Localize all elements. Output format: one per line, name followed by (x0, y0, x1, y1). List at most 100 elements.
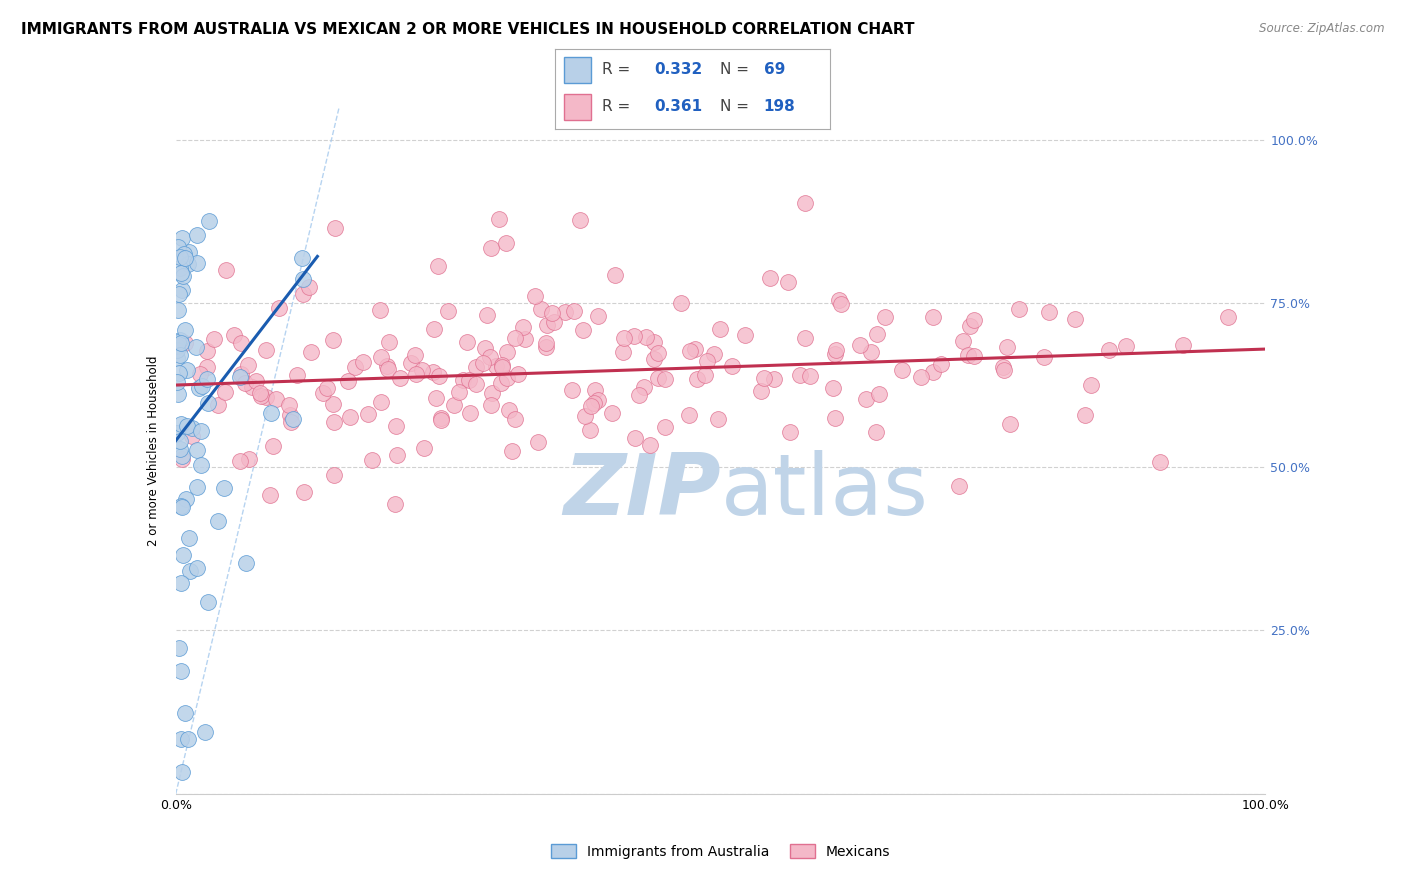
Point (1064, 312, 1087, 326)
Point (229, 454, 252, 468)
Point (472, 355, 495, 369)
Point (488, 212, 510, 227)
Point (229, 368, 252, 382)
Point (336, 374, 359, 388)
Point (249, 385, 271, 400)
Point (170, 664, 193, 678)
Point (824, 343, 846, 357)
Point (693, 368, 716, 383)
Point (561, 383, 583, 397)
Point (385, 418, 408, 433)
Point (292, 287, 315, 301)
Point (169, 333, 191, 347)
Point (647, 371, 669, 385)
Point (623, 328, 645, 343)
Point (186, 340, 208, 354)
Point (849, 337, 872, 351)
Point (411, 363, 433, 377)
Point (453, 372, 475, 386)
Point (922, 310, 945, 324)
Point (298, 280, 321, 294)
Point (1038, 304, 1060, 318)
Text: ZIP: ZIP (562, 450, 721, 533)
Point (173, 336, 195, 351)
Point (202, 332, 225, 346)
Point (993, 363, 1015, 377)
Point (868, 386, 890, 401)
Point (758, 271, 780, 285)
Point (343, 359, 366, 374)
Point (229, 370, 252, 384)
Point (647, 346, 669, 360)
Point (789, 368, 811, 383)
Point (412, 441, 434, 455)
Point (491, 358, 513, 372)
Point (323, 467, 346, 482)
Point (186, 227, 208, 242)
Point (824, 347, 846, 361)
Point (322, 397, 344, 411)
Point (437, 304, 460, 318)
Point (174, 323, 197, 337)
Point (194, 724, 217, 739)
Point (830, 297, 852, 311)
Point (865, 425, 887, 439)
Point (527, 435, 550, 450)
Point (197, 344, 219, 359)
Point (449, 385, 471, 400)
Point (683, 342, 706, 356)
Point (180, 429, 202, 443)
Point (212, 481, 235, 495)
Point (188, 367, 211, 381)
Point (430, 412, 453, 426)
Point (207, 514, 229, 528)
Point (170, 575, 193, 590)
Point (285, 368, 308, 382)
Point (959, 318, 981, 333)
Point (498, 403, 520, 417)
Point (669, 296, 692, 310)
Point (586, 392, 609, 407)
Point (821, 381, 844, 395)
Point (793, 331, 815, 345)
Point (543, 315, 565, 329)
Point (776, 275, 799, 289)
Point (443, 398, 465, 412)
Point (377, 362, 399, 376)
Point (430, 411, 453, 425)
Point (873, 310, 896, 325)
Point (166, 343, 188, 357)
Point (799, 369, 821, 384)
Point (166, 425, 188, 440)
Point (166, 240, 188, 254)
Point (427, 259, 450, 273)
Point (479, 241, 502, 255)
Point (177, 244, 200, 259)
Point (634, 330, 657, 344)
Point (696, 354, 718, 368)
Point (170, 417, 193, 431)
Point (198, 214, 221, 228)
Point (474, 342, 496, 356)
Point (222, 328, 245, 343)
Point (238, 359, 260, 373)
Point (166, 375, 188, 389)
Point (188, 381, 211, 395)
Point (425, 391, 447, 405)
Point (291, 252, 314, 266)
Point (169, 348, 191, 362)
Point (860, 345, 883, 359)
Point (962, 312, 984, 326)
Point (197, 595, 219, 609)
Point (643, 352, 665, 367)
Point (195, 360, 218, 375)
Point (186, 561, 208, 575)
Point (170, 452, 193, 467)
Point (929, 357, 952, 371)
Point (956, 348, 979, 362)
Point (479, 350, 502, 364)
Point (579, 423, 602, 437)
Point (910, 370, 932, 384)
Point (167, 641, 190, 656)
Point (1171, 337, 1194, 351)
